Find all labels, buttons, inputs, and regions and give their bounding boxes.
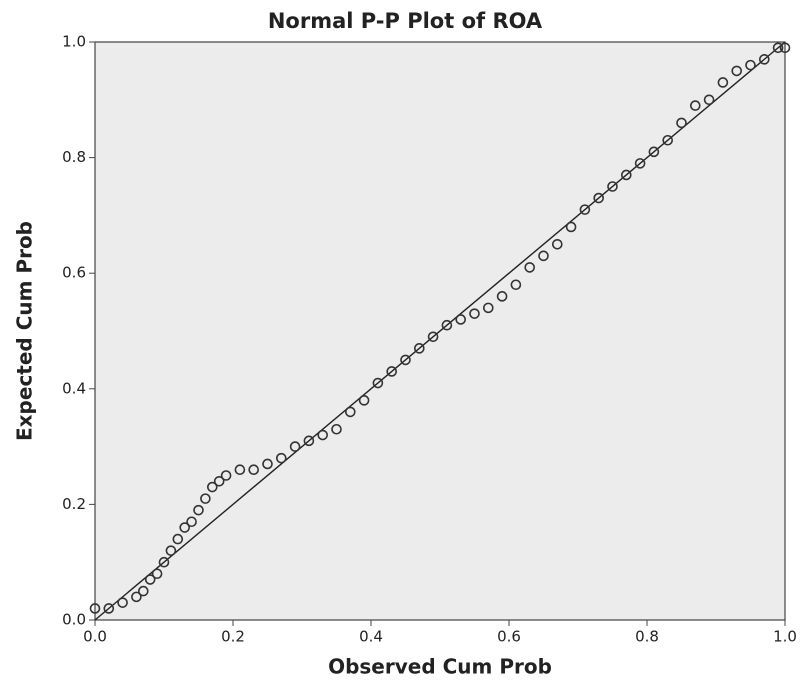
point [703, 94, 715, 106]
x-tick-label: 0.4 [359, 628, 383, 646]
y-tick-label: 1.0 [62, 33, 86, 51]
y-tick-label: 0.4 [62, 379, 86, 397]
point [193, 504, 204, 516]
point [579, 204, 591, 215]
point [262, 458, 273, 470]
point [676, 117, 687, 129]
point [151, 568, 163, 580]
point [745, 59, 756, 71]
point [779, 42, 791, 54]
point [648, 146, 660, 158]
point [772, 42, 784, 54]
point [607, 181, 618, 192]
point [186, 516, 197, 528]
point [165, 545, 177, 556]
point [551, 239, 563, 250]
point [400, 354, 411, 366]
point [331, 423, 342, 435]
point [144, 574, 156, 585]
point [179, 522, 190, 533]
x-tick-label: 1.0 [773, 628, 797, 646]
point [758, 54, 770, 65]
point [510, 279, 522, 291]
point [317, 429, 329, 441]
point [717, 77, 729, 88]
point [131, 591, 142, 603]
point [634, 158, 646, 169]
y-tick-label: 0.0 [62, 611, 86, 629]
x-tick-label: 0.6 [497, 628, 521, 646]
reference-line [94, 41, 786, 621]
point [358, 395, 370, 406]
point [234, 464, 246, 476]
point [524, 262, 536, 273]
point [455, 314, 467, 325]
point [248, 464, 259, 476]
point [689, 100, 701, 111]
y-tick-label: 0.8 [62, 148, 86, 166]
x-tick-label: 0.8 [635, 628, 659, 646]
point [303, 435, 315, 447]
x-tick-label: 0.0 [83, 628, 107, 646]
y-tick-label: 0.2 [62, 495, 86, 513]
point [158, 556, 170, 568]
chart-title: Normal P-P Plot of ROA [268, 9, 543, 33]
point [117, 597, 128, 608]
point [220, 470, 232, 481]
point [427, 331, 439, 343]
point [386, 366, 398, 377]
point [731, 65, 743, 77]
x-axis-label: Observed Cum Prob [328, 655, 552, 679]
point [289, 441, 301, 452]
point [213, 475, 225, 487]
point [620, 169, 632, 181]
point [275, 452, 287, 464]
x-tick-label: 0.2 [221, 628, 245, 646]
y-axis-label: Expected Cum Prob [13, 221, 37, 441]
point [200, 493, 211, 504]
point [593, 192, 605, 204]
point [662, 134, 674, 146]
point [138, 585, 149, 597]
y-tick-label: 0.6 [62, 264, 86, 282]
point [172, 533, 184, 545]
point [207, 481, 218, 493]
point [89, 603, 101, 614]
point [482, 302, 494, 314]
point [372, 377, 384, 389]
point [413, 343, 425, 354]
point [103, 603, 115, 614]
point [565, 221, 577, 233]
point [538, 250, 549, 262]
point [496, 291, 508, 302]
point [441, 319, 453, 331]
point [344, 406, 356, 418]
point [469, 308, 480, 319]
